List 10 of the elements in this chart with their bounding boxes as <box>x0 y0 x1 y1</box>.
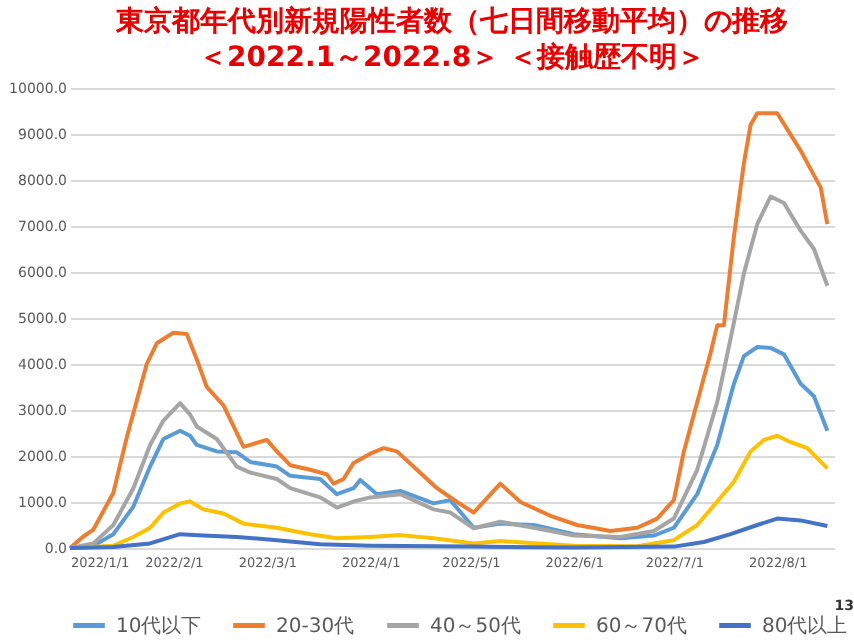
text: ＜2022.1～2022.8＞ ＜接触歴不明＞ <box>199 42 705 74</box>
legend-label: 40～50代 <box>430 615 521 638</box>
line-series <box>68 194 830 550</box>
legend-label: 60～70代 <box>596 615 687 638</box>
line-series <box>68 516 830 550</box>
legend-label: 20-30代 <box>276 615 355 638</box>
legend-label: 10代以下 <box>116 613 202 638</box>
legend-label: 80代以上 <box>762 613 848 638</box>
line-series <box>68 111 830 550</box>
text: 東京都年代別新規陽性者数（七日間移動平均）の推移 <box>116 6 788 38</box>
